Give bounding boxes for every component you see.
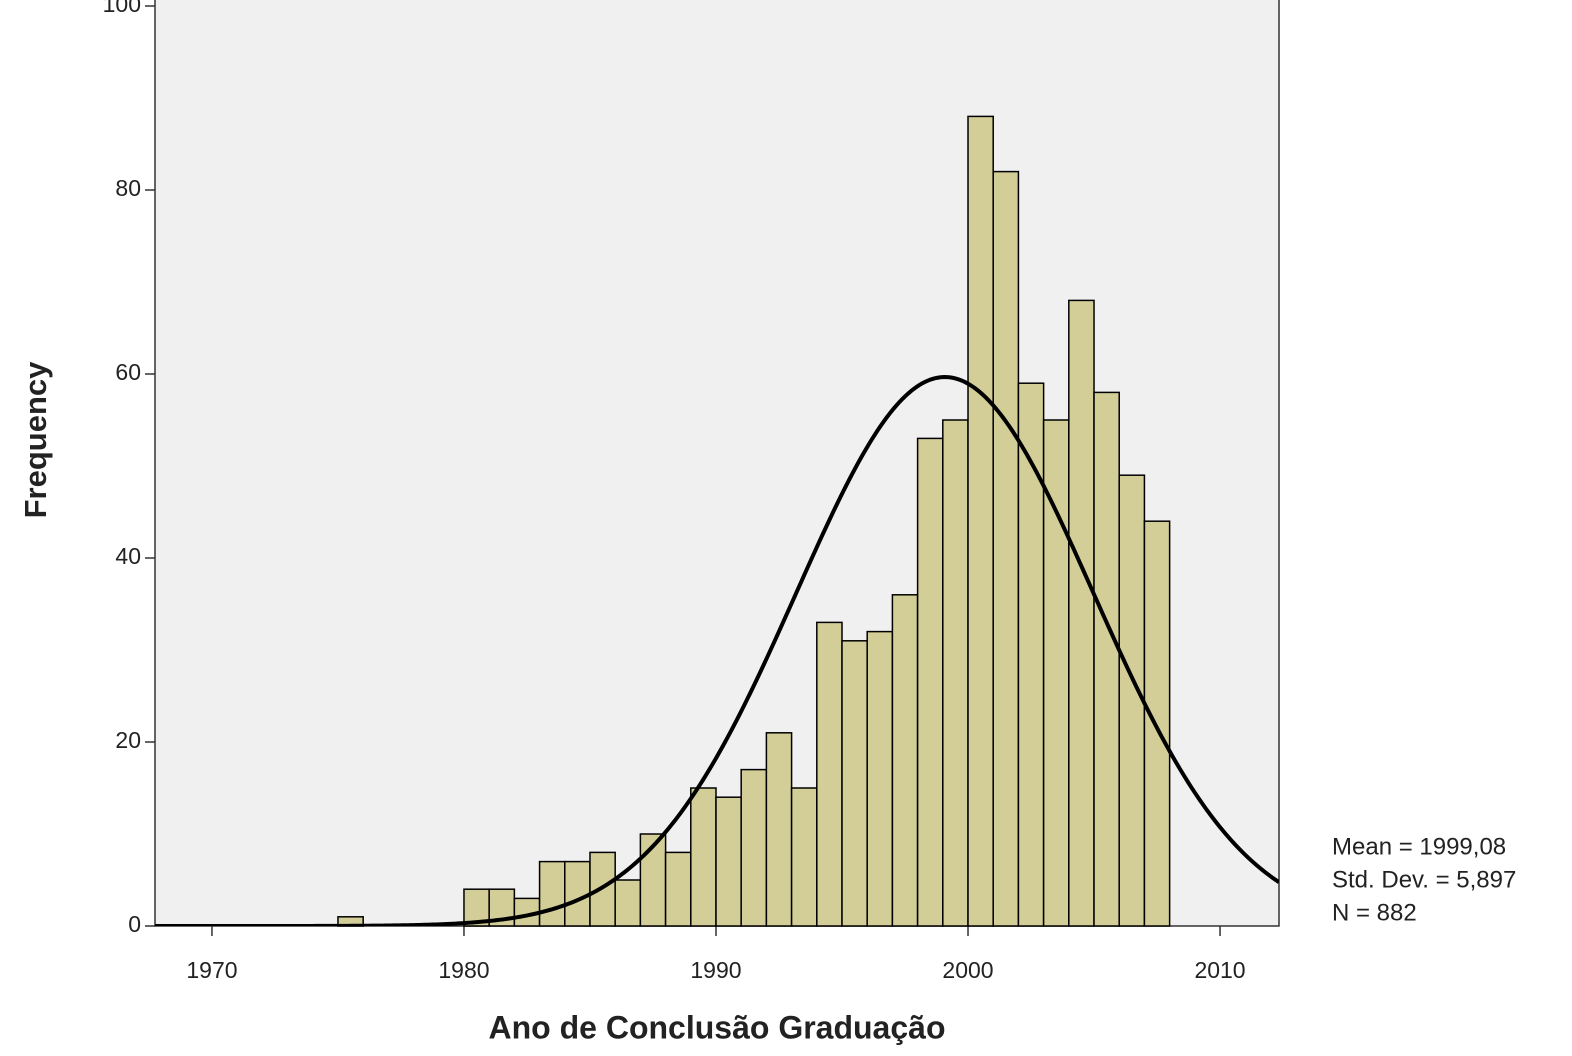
- bar: [1093, 391, 1120, 927]
- annotation: Mean = 1999,08: [1332, 833, 1506, 860]
- bar: [538, 860, 566, 927]
- bar: [715, 796, 742, 927]
- bar: [992, 170, 1020, 927]
- bar: [1143, 520, 1171, 927]
- bar: [664, 851, 692, 927]
- bar: [564, 860, 591, 927]
- y-axis-label: Frequency: [18, 361, 53, 519]
- x-tick-label: 2010: [1194, 957, 1245, 983]
- x-axis-label: Ano de Conclusão Graduação: [489, 1009, 946, 1045]
- bar: [765, 732, 793, 927]
- y-tick-label: 80: [115, 175, 141, 201]
- x-tick-label: 2000: [942, 957, 993, 983]
- y-tick-label: 40: [115, 543, 141, 569]
- bar: [1068, 299, 1095, 927]
- bar: [816, 621, 843, 927]
- bar: [1118, 474, 1146, 927]
- y-tick-label: 100: [103, 0, 141, 17]
- bar: [690, 787, 717, 927]
- bar: [942, 419, 969, 927]
- x-tick-label: 1990: [690, 957, 741, 983]
- bar: [841, 640, 868, 927]
- bar: [1042, 419, 1070, 927]
- y-tick-label: 0: [128, 911, 141, 937]
- annotation: Std. Dev. = 5,897: [1332, 866, 1516, 893]
- bar: [866, 630, 894, 927]
- y-tick-label: 20: [115, 727, 141, 753]
- x-tick-label: 1980: [438, 957, 489, 983]
- bar: [891, 594, 919, 927]
- y-tick-label: 60: [115, 359, 141, 385]
- bar: [967, 115, 994, 927]
- bar: [740, 768, 768, 927]
- bar: [916, 437, 944, 927]
- annotation: N = 882: [1332, 899, 1417, 926]
- x-tick-label: 1970: [186, 957, 237, 983]
- normal-curve: [155, 375, 1279, 926]
- bar: [790, 787, 818, 927]
- bar: [614, 879, 642, 927]
- bar: [639, 833, 667, 927]
